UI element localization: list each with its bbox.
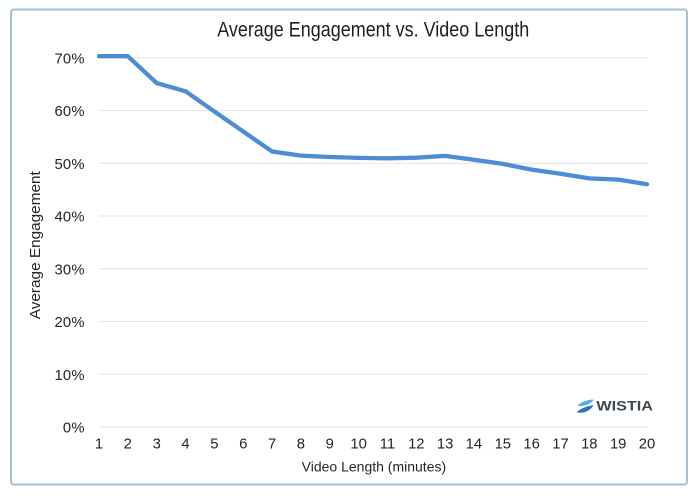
svg-text:12: 12: [408, 436, 424, 452]
svg-text:2: 2: [124, 436, 132, 452]
svg-text:6: 6: [239, 436, 247, 452]
svg-text:60%: 60%: [54, 104, 84, 120]
svg-text:3: 3: [153, 436, 161, 452]
svg-text:Video Length (minutes): Video Length (minutes): [302, 459, 447, 475]
svg-text:18: 18: [581, 436, 597, 452]
svg-text:10%: 10%: [54, 368, 84, 384]
svg-text:70%: 70%: [54, 51, 84, 67]
svg-text:40%: 40%: [54, 210, 84, 226]
svg-text:19: 19: [610, 436, 626, 452]
svg-text:14: 14: [466, 436, 482, 452]
svg-text:50%: 50%: [54, 157, 84, 173]
svg-text:0%: 0%: [63, 421, 85, 437]
svg-text:10: 10: [350, 436, 366, 452]
svg-text:5: 5: [210, 436, 218, 452]
svg-text:8: 8: [297, 436, 305, 452]
svg-text:20: 20: [639, 436, 655, 452]
svg-text:Average Engagement: Average Engagement: [27, 170, 44, 319]
svg-text:9: 9: [326, 436, 334, 452]
svg-text:1: 1: [95, 436, 103, 452]
svg-text:15: 15: [495, 436, 511, 452]
svg-text:7: 7: [268, 436, 276, 452]
svg-text:11: 11: [380, 436, 395, 452]
svg-text:13: 13: [437, 436, 453, 452]
svg-text:30%: 30%: [54, 262, 84, 278]
svg-text:20%: 20%: [54, 315, 84, 331]
svg-text:17: 17: [552, 436, 568, 452]
svg-text:Average Engagement vs. Video L: Average Engagement vs. Video Length: [217, 17, 529, 41]
svg-text:4: 4: [181, 436, 189, 452]
svg-text:WISTIA: WISTIA: [596, 399, 653, 414]
svg-text:16: 16: [523, 436, 539, 452]
